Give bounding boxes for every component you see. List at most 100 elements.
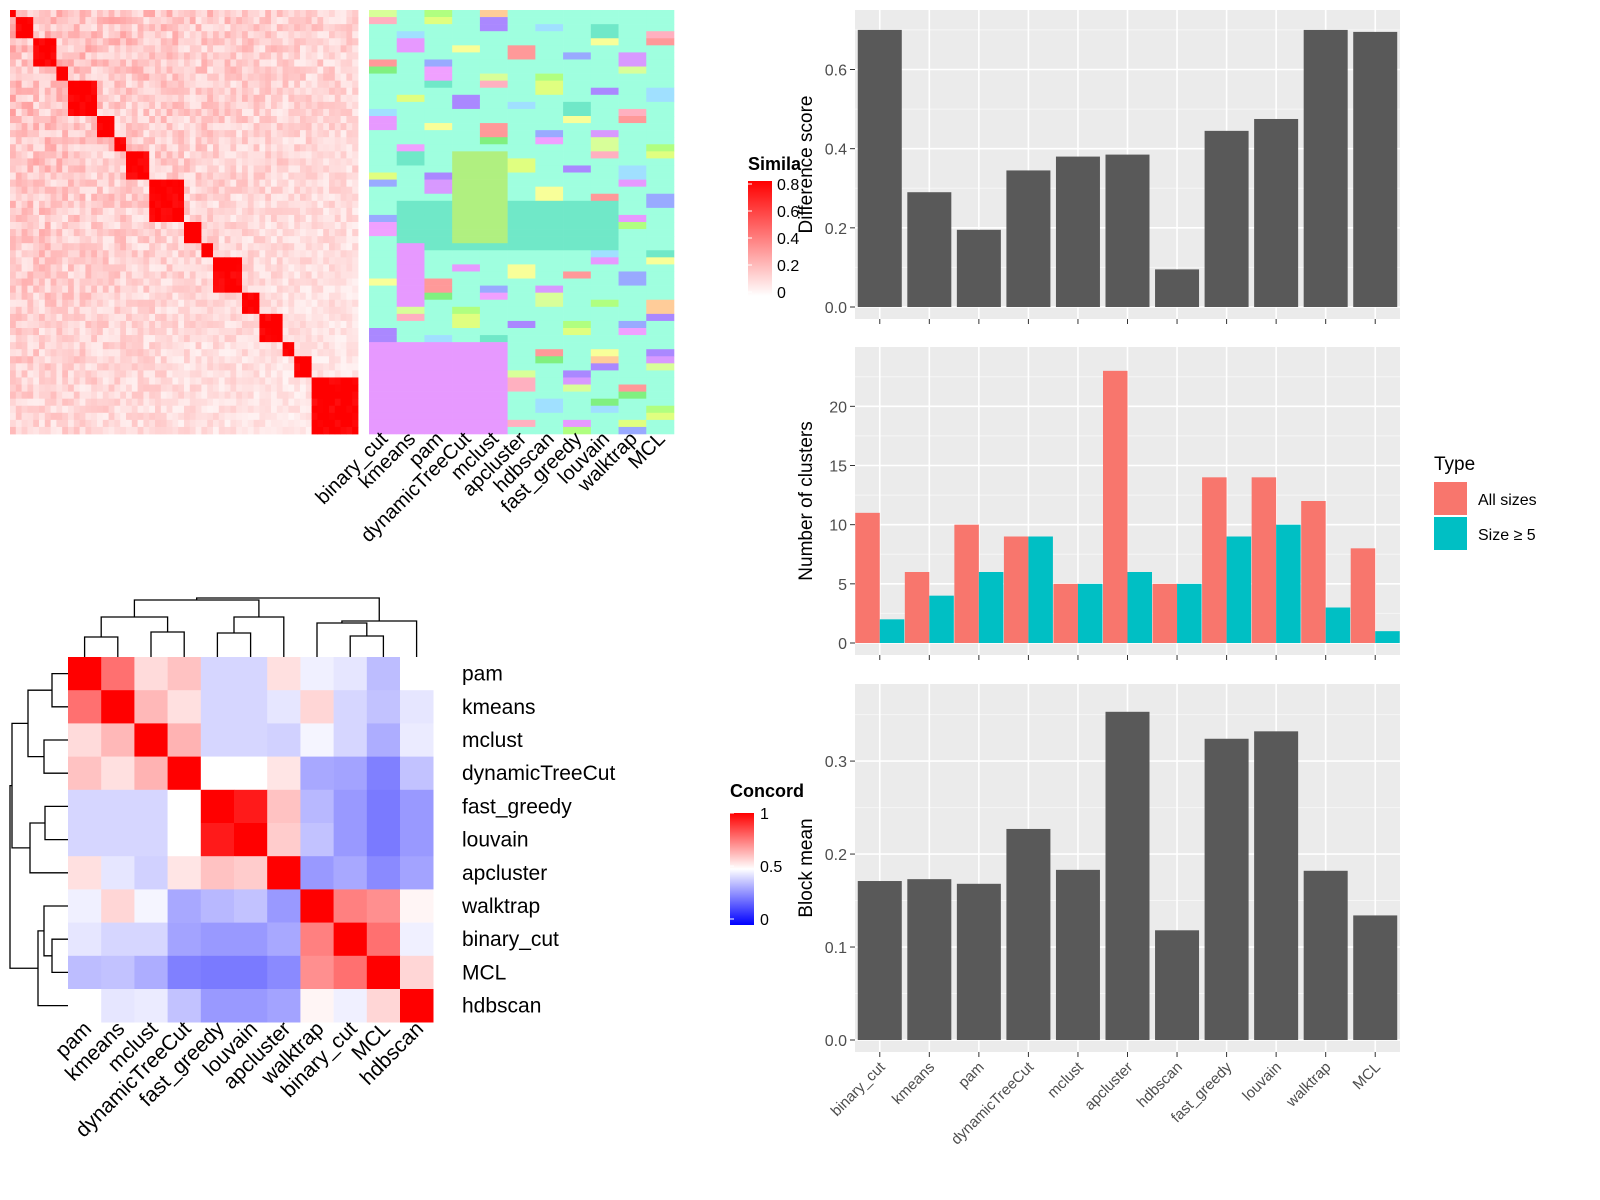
similarity-cell bbox=[276, 165, 283, 173]
similarity-cell bbox=[68, 335, 75, 343]
similarity-cell bbox=[91, 10, 98, 18]
similarity-cell bbox=[160, 412, 167, 421]
similarity-cell bbox=[329, 17, 336, 25]
cluster-map-cell bbox=[563, 384, 592, 392]
similarity-cell bbox=[120, 214, 127, 223]
similarity-cell bbox=[172, 52, 179, 60]
concordance-cell bbox=[267, 889, 301, 923]
similarity-cell bbox=[294, 412, 301, 421]
similarity-cell bbox=[323, 73, 330, 82]
cluster-map-cell bbox=[535, 45, 564, 53]
cluster-map-cell bbox=[369, 391, 398, 399]
cluster-map-cell bbox=[452, 59, 481, 67]
cluster-map-cell bbox=[369, 73, 398, 81]
similarity-cell bbox=[184, 257, 191, 265]
similarity-cell bbox=[300, 172, 307, 180]
similarity-cell bbox=[178, 207, 185, 216]
similarity-cell bbox=[189, 320, 196, 329]
similarity-cell bbox=[155, 101, 162, 110]
similarity-cell bbox=[236, 123, 243, 131]
similarity-cell bbox=[10, 243, 17, 251]
similarity-cell bbox=[329, 292, 336, 301]
similarity-cell bbox=[230, 250, 237, 258]
similarity-cell bbox=[62, 229, 69, 237]
similarity-cell bbox=[282, 370, 289, 378]
similarity-cell bbox=[137, 123, 144, 131]
similarity-cell bbox=[56, 342, 63, 350]
similarity-cell bbox=[346, 165, 353, 173]
similarity-cell bbox=[120, 101, 127, 110]
similarity-cell bbox=[102, 45, 109, 53]
similarity-cell bbox=[73, 377, 80, 385]
block-mean-bar bbox=[857, 881, 902, 1040]
similarity-cell bbox=[346, 271, 353, 279]
similarity-cell bbox=[50, 10, 57, 18]
concordance-legend: Concord 10.50 bbox=[730, 781, 804, 929]
similarity-cell bbox=[352, 363, 359, 371]
size-5-bar bbox=[1177, 583, 1202, 643]
similarity-cell bbox=[56, 313, 63, 322]
similarity-cell bbox=[300, 398, 307, 407]
cluster-map-cell bbox=[646, 186, 675, 195]
similarity-cell bbox=[143, 222, 150, 230]
similarity-cell bbox=[108, 73, 115, 82]
similarity-cell bbox=[346, 59, 353, 67]
cluster-map-cell bbox=[479, 10, 508, 18]
similarity-cell bbox=[305, 38, 312, 46]
similarity-cell bbox=[155, 271, 162, 279]
similarity-cell bbox=[340, 24, 347, 32]
similarity-cell bbox=[334, 73, 341, 82]
similarity-cell bbox=[294, 80, 301, 89]
cluster-map-cell bbox=[507, 250, 536, 258]
cluster-map-cell bbox=[479, 130, 508, 138]
cluster-map-cell bbox=[618, 17, 647, 25]
similarity-cell bbox=[236, 137, 243, 145]
cluster-map-cell bbox=[369, 38, 398, 46]
concordance-row-label: louvain bbox=[462, 829, 529, 852]
similarity-cell bbox=[172, 151, 179, 159]
similarity-cell bbox=[340, 342, 347, 350]
cluster-map-cell bbox=[396, 193, 425, 202]
similarity-cell bbox=[39, 377, 46, 385]
similarity-cell bbox=[102, 38, 109, 46]
similarity-cell bbox=[207, 342, 214, 350]
similarity-cell bbox=[317, 342, 324, 350]
similarity-cell bbox=[195, 370, 202, 378]
similarity-cell bbox=[50, 66, 57, 74]
cluster-map-cell bbox=[507, 377, 536, 385]
similarity-cell bbox=[213, 370, 220, 378]
similarity-cell bbox=[73, 66, 80, 74]
similarity-cell bbox=[102, 222, 109, 230]
similarity-cell bbox=[131, 370, 138, 378]
similarity-cell bbox=[294, 250, 301, 258]
similarity-cell bbox=[137, 73, 144, 82]
cluster-map-cell bbox=[424, 264, 453, 272]
similarity-cell bbox=[97, 285, 104, 294]
similarity-cell bbox=[334, 59, 341, 67]
similarity-cell bbox=[166, 264, 173, 272]
similarity-cell bbox=[317, 73, 324, 82]
similarity-cell bbox=[265, 257, 272, 265]
similarity-cell bbox=[236, 158, 243, 166]
similarity-cell bbox=[97, 179, 104, 188]
similarity-cell bbox=[44, 165, 51, 173]
similarity-cell bbox=[27, 292, 34, 301]
similarity-cell bbox=[189, 73, 196, 82]
similarity-cell bbox=[172, 87, 179, 96]
similarity-cell bbox=[317, 38, 324, 46]
similarity-cell bbox=[247, 363, 254, 371]
similarity-cell bbox=[201, 398, 208, 407]
similarity-cell bbox=[311, 116, 318, 124]
cluster-map-cell bbox=[452, 158, 481, 166]
similarity-cell bbox=[120, 398, 127, 407]
similarity-cell bbox=[178, 419, 185, 428]
similarity-cell bbox=[155, 370, 162, 378]
cluster-map-cell bbox=[563, 222, 592, 230]
cluster-map-cell bbox=[396, 165, 425, 173]
dendrogram-branch bbox=[29, 822, 68, 874]
similarity-cell bbox=[201, 264, 208, 272]
dendrogram-branch bbox=[341, 620, 418, 657]
similarity-cell bbox=[276, 200, 283, 209]
similarity-cell bbox=[329, 172, 336, 180]
similarity-cell bbox=[62, 292, 69, 301]
